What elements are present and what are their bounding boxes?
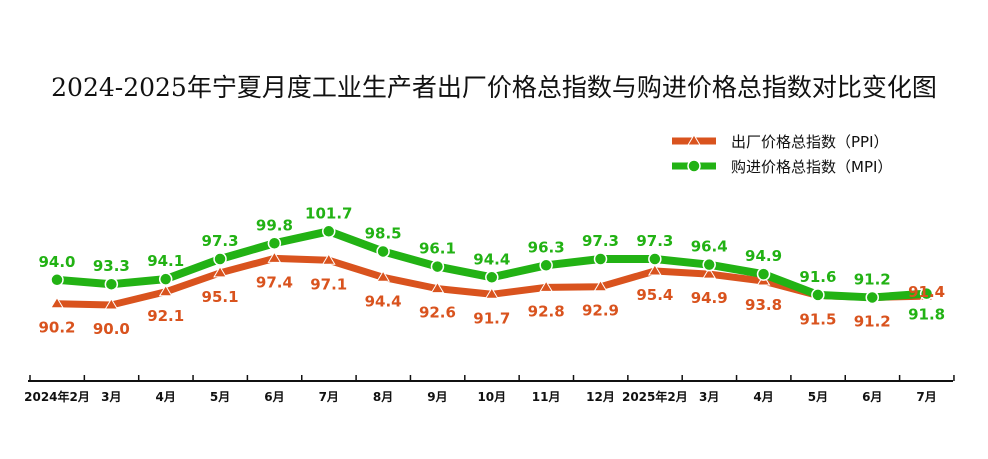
legend: 出厂价格总指数（PPI） 购进价格总指数（MPI） xyxy=(672,133,892,176)
legend-item-ppi: 出厂价格总指数（PPI） xyxy=(672,133,889,151)
legend-ppi-label: 出厂价格总指数（PPI） xyxy=(731,133,889,151)
ppi-point xyxy=(484,287,499,299)
mpi-point xyxy=(648,252,662,266)
ppi-data-label: 92.8 xyxy=(528,302,565,320)
x-tick-label: 4月 xyxy=(753,390,773,404)
ppi-data-label: 91.5 xyxy=(799,311,836,329)
x-tick-label: 7月 xyxy=(319,390,339,404)
ppi-data-label: 92.9 xyxy=(582,302,619,320)
ppi-point xyxy=(321,253,336,265)
data-labels: 90.2 94.0 90.0 93.3 92.1 94.1 95.1 97.3 97.4 99.8… xyxy=(38,204,945,338)
ppi-point xyxy=(50,296,64,309)
x-tick-label: 2024年2月 xyxy=(24,389,90,404)
mpi-data-label: 97.3 xyxy=(582,232,619,250)
x-tick-label: 11月 xyxy=(532,390,561,404)
ppi-data-label: 91.2 xyxy=(854,312,891,330)
mpi-data-label: 94.1 xyxy=(147,252,184,270)
mpi-point xyxy=(593,252,608,266)
mpi-data-label: 91.2 xyxy=(854,270,891,288)
ppi-point xyxy=(647,264,662,276)
mpi-point xyxy=(322,224,336,239)
ppi-point xyxy=(593,279,608,292)
mpi-data-label: 96.1 xyxy=(419,240,456,258)
ppi-data-label: 93.8 xyxy=(745,296,782,314)
x-tick-label: 3月 xyxy=(101,390,121,404)
x-tick-label: 5月 xyxy=(808,390,828,404)
chart-title: 2024-2025年宁夏月度工业生产者出厂价格总指数与购进价格总指数对比变化图 xyxy=(51,73,937,102)
x-tick-label: 7月 xyxy=(916,390,936,404)
ppi-data-label: 97.4 xyxy=(256,273,293,291)
mpi-data-label: 97.3 xyxy=(202,232,239,250)
x-tick-label: 2025年2月 xyxy=(622,389,688,404)
ppi-data-label: 92.6 xyxy=(419,304,456,322)
mpi-point xyxy=(104,277,119,291)
ppi-data-label: 90.2 xyxy=(38,319,75,337)
x-tick-label: 4月 xyxy=(156,390,176,404)
ppi-data-label: 94.4 xyxy=(365,292,402,310)
legend-item-mpi: 购进价格总指数（MPI） xyxy=(672,158,892,176)
mpi-data-label: 96.4 xyxy=(691,238,728,256)
mpi-point xyxy=(213,252,227,266)
x-tick-label: 5月 xyxy=(210,390,230,404)
mpi-point xyxy=(865,290,879,305)
x-tick-label: 6月 xyxy=(862,390,882,404)
mpi-data-label: 94.0 xyxy=(38,253,75,271)
x-tick-label: 10月 xyxy=(477,390,506,404)
mpi-data-label: 97.3 xyxy=(636,232,673,250)
ppi-point xyxy=(702,267,717,279)
ppi-point xyxy=(158,284,173,297)
ppi-data-label: 92.1 xyxy=(147,307,184,325)
mpi-point xyxy=(539,258,553,273)
ppi-data-label: 90.0 xyxy=(93,320,130,338)
mpi-data-label: 91.8 xyxy=(908,306,945,324)
mpi-point xyxy=(811,288,825,302)
x-tick-label: 6月 xyxy=(264,390,284,404)
ppi-data-label: 95.4 xyxy=(636,286,673,304)
ppi-data-label: 91.7 xyxy=(473,309,510,327)
mpi-point xyxy=(485,270,499,285)
legend-ppi-marker xyxy=(687,134,701,146)
mpi-data-label: 91.6 xyxy=(799,268,836,286)
ppi-point xyxy=(104,298,119,310)
mpi-point xyxy=(430,259,445,274)
series-layer xyxy=(50,224,934,310)
ppi-point xyxy=(213,265,227,278)
x-tick-label: 9月 xyxy=(427,390,447,404)
mpi-data-label: 96.3 xyxy=(528,238,565,256)
ppi-point xyxy=(267,251,282,263)
mpi-point xyxy=(702,257,716,272)
ppi-data-label: 97.1 xyxy=(310,275,347,293)
ppi-point xyxy=(376,270,390,282)
legend-mpi-label: 购进价格总指数（MPI） xyxy=(731,158,892,176)
mpi-point xyxy=(158,272,173,286)
mpi-point xyxy=(376,244,390,259)
mpi-data-label: 93.3 xyxy=(93,257,130,275)
mpi-point xyxy=(756,267,771,281)
ppi-point xyxy=(539,280,554,292)
x-tick-label: 12月 xyxy=(586,390,615,404)
ppi-data-label: 91.4 xyxy=(908,283,945,301)
mpi-point xyxy=(919,286,934,301)
mpi-point xyxy=(50,273,64,287)
mpi-data-label: 94.9 xyxy=(745,247,782,265)
x-tick-label: 3月 xyxy=(699,390,719,404)
ppi-data-label: 94.9 xyxy=(691,289,728,307)
x-tick-label: 8月 xyxy=(373,390,393,404)
ppi-data-label: 95.1 xyxy=(202,288,239,306)
mpi-data-label: 99.8 xyxy=(256,216,293,234)
ppi-point xyxy=(430,281,445,294)
mpi-data-label: 98.5 xyxy=(365,224,402,242)
mpi-data-label: 101.7 xyxy=(305,204,352,222)
x-axis: 2024年2月 3月 4月 5月 6月 7月 8月 9月 10月 11月 12月 2025年2月 3月 4… xyxy=(24,375,955,404)
mpi-data-label: 94.4 xyxy=(473,250,510,268)
legend-mpi-marker xyxy=(687,159,701,173)
mpi-point xyxy=(267,236,282,251)
